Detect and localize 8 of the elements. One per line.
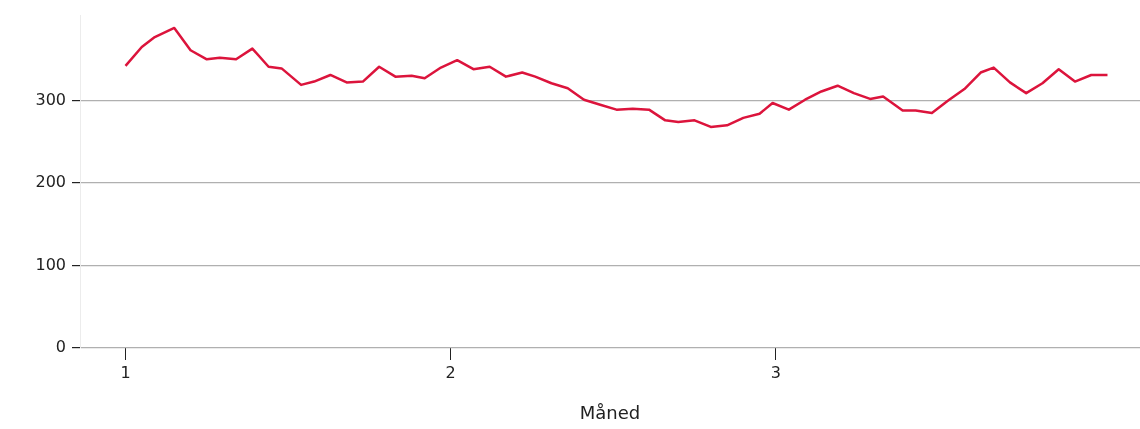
y-tick-label: 200 — [35, 172, 66, 192]
x-tick-label: 3 — [770, 362, 781, 382]
x-tick-label: 1 — [120, 362, 131, 382]
y-tick-label: 300 — [35, 89, 66, 109]
y-tick-label: 100 — [35, 254, 66, 274]
x-tick-label: 2 — [445, 362, 456, 382]
x-axis-title: Måned — [579, 401, 641, 423]
y-tick-label: 0 — [55, 337, 66, 357]
